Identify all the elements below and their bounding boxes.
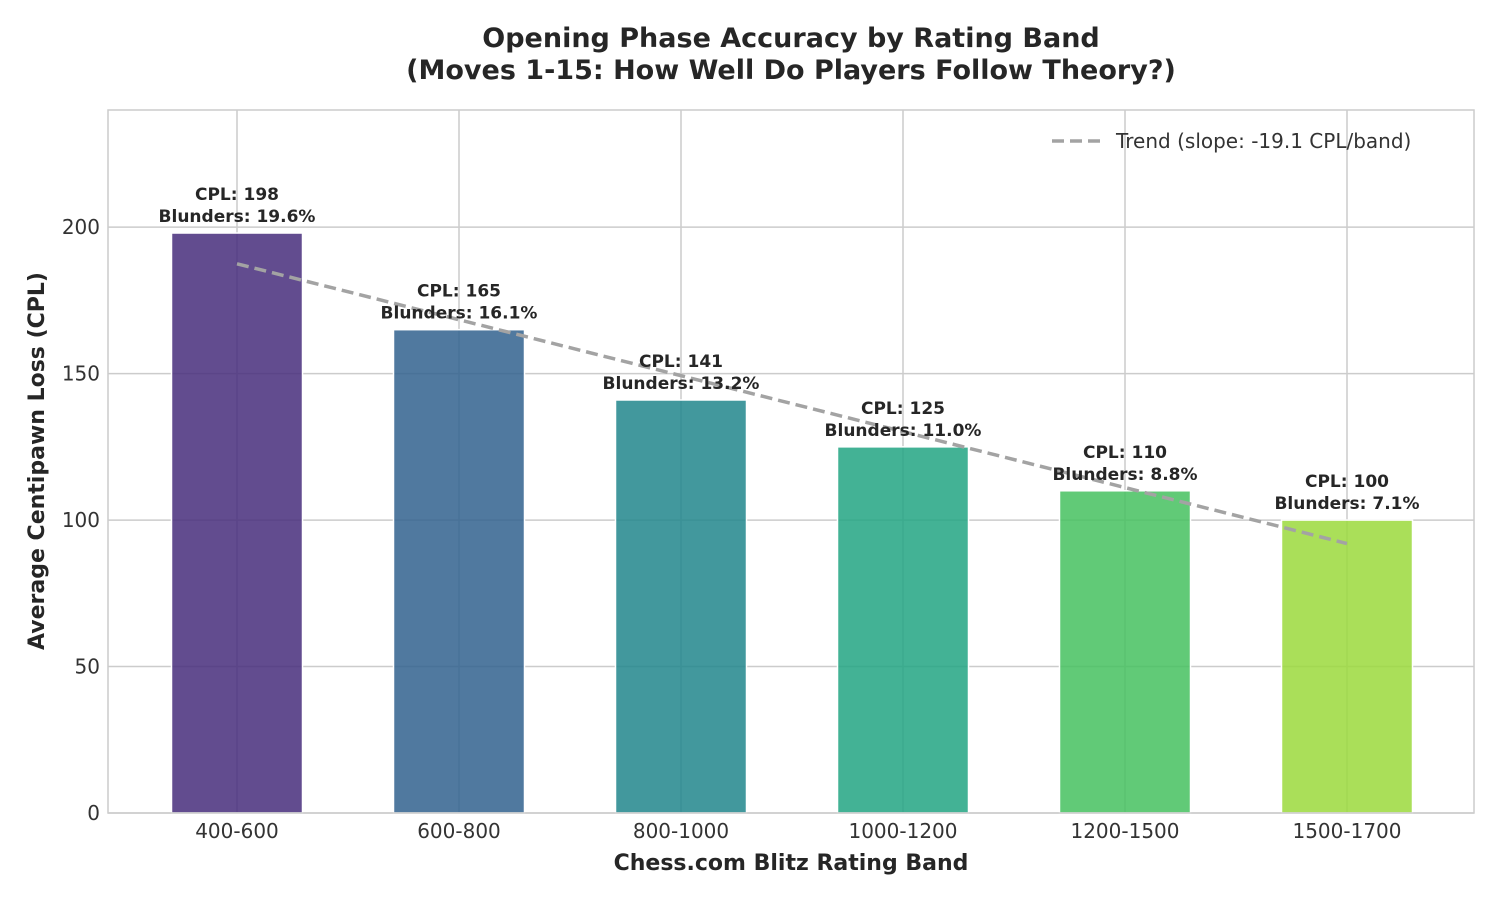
x-tick-label: 1200-1500 xyxy=(1070,819,1179,843)
y-tick-label: 100 xyxy=(62,508,100,532)
bar xyxy=(170,232,304,814)
trend-line xyxy=(236,262,1348,546)
bar xyxy=(1280,519,1414,814)
bars xyxy=(170,232,1414,814)
bar-blunder-label: Blunders: 11.0% xyxy=(825,421,982,441)
y-tick-label: 200 xyxy=(62,215,100,239)
bar-blunder-label: Blunders: 8.8% xyxy=(1052,465,1197,485)
bar-cpl-label: CPL: 100 xyxy=(1305,472,1389,492)
x-tick-label: 600-800 xyxy=(417,819,501,843)
trend-line-group xyxy=(236,262,1348,546)
bar-cpl-label: CPL: 125 xyxy=(861,399,945,419)
bar-blunder-label: Blunders: 16.1% xyxy=(381,304,538,324)
y-tick-label: 50 xyxy=(75,655,100,679)
y-tick-label: 0 xyxy=(87,801,100,825)
chart-title: Opening Phase Accuracy by Rating Band xyxy=(482,23,1100,54)
bar-cpl-label: CPL: 141 xyxy=(639,352,723,372)
x-tick-label: 800-1000 xyxy=(633,819,729,843)
bar-cpl-label: CPL: 110 xyxy=(1083,443,1167,463)
bar xyxy=(836,446,970,814)
bar-blunder-label: Blunders: 19.6% xyxy=(159,207,316,227)
x-axis-label: Chess.com Blitz Rating Band xyxy=(614,851,969,876)
legend: Trend (slope: -19.1 CPL/band) xyxy=(1052,129,1411,153)
y-axis-label: Average Centipawn Loss (CPL) xyxy=(25,272,50,650)
bar xyxy=(392,328,526,814)
tick-labels: 0 50 100 150 200 400-600 600-800 800-1000 1000-1… xyxy=(62,215,1402,843)
plot-frame xyxy=(107,109,1475,814)
bar xyxy=(1058,490,1192,814)
y-tick-label: 150 xyxy=(62,362,100,386)
legend-trend-label: Trend (slope: -19.1 CPL/band) xyxy=(1115,129,1411,153)
bar-cpl-label: CPL: 165 xyxy=(417,282,501,302)
bar-cpl-label: CPL: 198 xyxy=(195,185,279,205)
bar xyxy=(614,399,748,814)
x-tick-label: 1500-1700 xyxy=(1292,819,1401,843)
x-tick-label: 1000-1200 xyxy=(848,819,957,843)
bar-blunder-label: Blunders: 7.1% xyxy=(1274,494,1419,514)
bar-blunder-label: Blunders: 13.2% xyxy=(603,374,760,394)
chart-subtitle: (Moves 1-15: How Well Do Players Follow … xyxy=(406,55,1176,86)
x-tick-label: 400-600 xyxy=(195,819,279,843)
